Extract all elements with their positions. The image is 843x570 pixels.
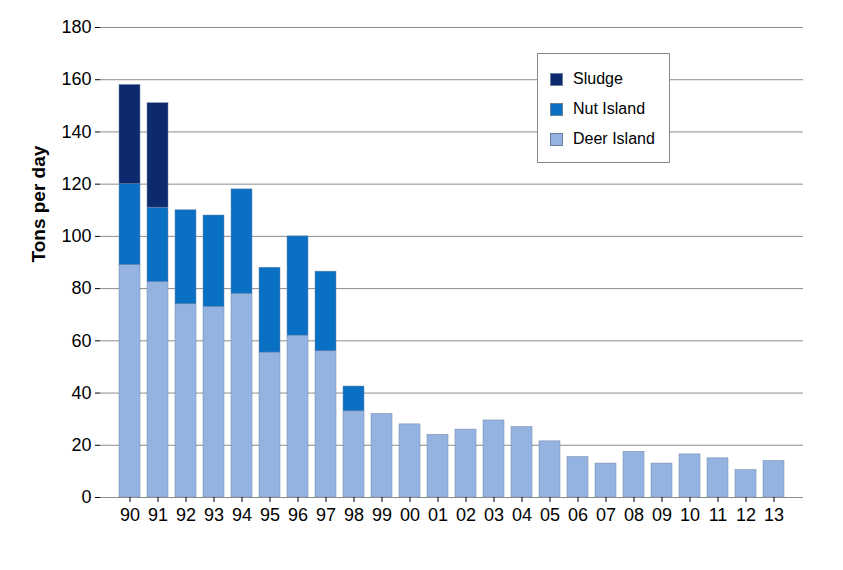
- svg-text:03: 03: [484, 505, 504, 525]
- svg-text:97: 97: [316, 505, 336, 525]
- svg-text:01: 01: [428, 505, 448, 525]
- svg-text:80: 80: [71, 278, 91, 298]
- svg-text:160: 160: [61, 69, 91, 89]
- svg-text:98: 98: [344, 505, 364, 525]
- svg-text:02: 02: [456, 505, 476, 525]
- svg-text:09: 09: [652, 505, 672, 525]
- svg-text:11: 11: [709, 505, 728, 525]
- svg-text:Tons per day: Tons per day: [28, 145, 49, 262]
- svg-text:93: 93: [204, 505, 224, 525]
- svg-text:95: 95: [260, 505, 280, 525]
- svg-text:10: 10: [680, 505, 700, 525]
- html-text:Deer Island: Deer Island: [573, 130, 655, 147]
- svg-text:90: 90: [120, 505, 140, 525]
- svg-text:180: 180: [61, 17, 91, 37]
- svg-text:06: 06: [568, 505, 588, 525]
- svg-text:0: 0: [81, 487, 91, 507]
- svg-text:05: 05: [540, 505, 560, 525]
- svg-text:20: 20: [71, 435, 91, 455]
- svg-text:99: 99: [372, 505, 392, 525]
- svg-text:96: 96: [288, 505, 308, 525]
- svg-text:04: 04: [512, 505, 532, 525]
- html-text:Sludge: Sludge: [573, 70, 623, 87]
- svg-text:94: 94: [232, 505, 252, 525]
- svg-text:40: 40: [71, 383, 91, 403]
- svg-text:13: 13: [764, 505, 784, 525]
- svg-text:100: 100: [61, 226, 91, 246]
- svg-text:08: 08: [624, 505, 644, 525]
- svg-text:00: 00: [400, 505, 420, 525]
- svg-text:91: 91: [148, 505, 168, 525]
- svg-text:60: 60: [71, 331, 91, 351]
- svg-text:120: 120: [61, 174, 91, 194]
- svg-text:07: 07: [596, 505, 616, 525]
- svg-text:92: 92: [176, 505, 196, 525]
- svg-text:140: 140: [61, 122, 91, 142]
- html-text:Nut Island: Nut Island: [573, 100, 645, 117]
- svg-text:12: 12: [736, 505, 756, 525]
